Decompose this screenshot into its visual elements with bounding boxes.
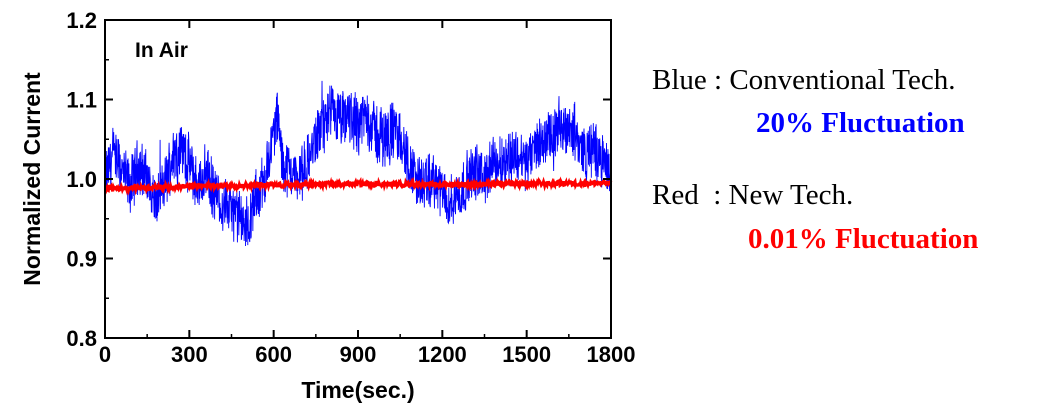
- y-tick-label: 1.1: [66, 88, 97, 113]
- x-tick-label: 1800: [587, 342, 636, 367]
- legend-panel: Blue : Conventional Tech. 20% Fluctuatio…: [652, 62, 1047, 282]
- x-tick-label: 1200: [418, 342, 467, 367]
- inset-label: In Air: [135, 39, 188, 62]
- red-series-line: [104, 176, 613, 196]
- legend-blue-label: Blue : Conventional Tech.: [652, 64, 956, 96]
- y-tick-label: 1.2: [66, 8, 97, 33]
- red-series-new-tech: [104, 176, 613, 196]
- legend-red-label: Red : New Tech.: [652, 179, 854, 211]
- x-tick-label: 300: [171, 342, 208, 367]
- y-tick-label: 1.0: [66, 167, 97, 192]
- legend-red-fluctuation: 0.01% Fluctuation: [748, 223, 979, 255]
- x-tick-label: 900: [340, 342, 377, 367]
- y-tick-label: 0.8: [66, 326, 97, 351]
- x-tick-label: 600: [255, 342, 292, 367]
- y-tick-label: 0.9: [66, 247, 97, 272]
- x-axis-label: Time(sec.): [301, 377, 414, 403]
- plot-frame: [104, 19, 612, 339]
- legend-blue-fluctuation: 20% Fluctuation: [756, 107, 965, 139]
- axis-ticks: 0 300 600 900 1200 1500 1800 0.8 0.9 1.0 1.1 1.2: [66, 8, 635, 367]
- y-axis-label: Normalized Current: [19, 72, 45, 286]
- chart: 0 300 600 900 1200 1500 1800 0.8 0.9 1.0 1.1 1.2 In…: [19, 8, 635, 403]
- blue-series-line: [104, 80, 612, 247]
- x-tick-label: 1500: [502, 342, 551, 367]
- blue-series-conventional: [104, 80, 612, 247]
- x-tick-label: 0: [99, 342, 111, 367]
